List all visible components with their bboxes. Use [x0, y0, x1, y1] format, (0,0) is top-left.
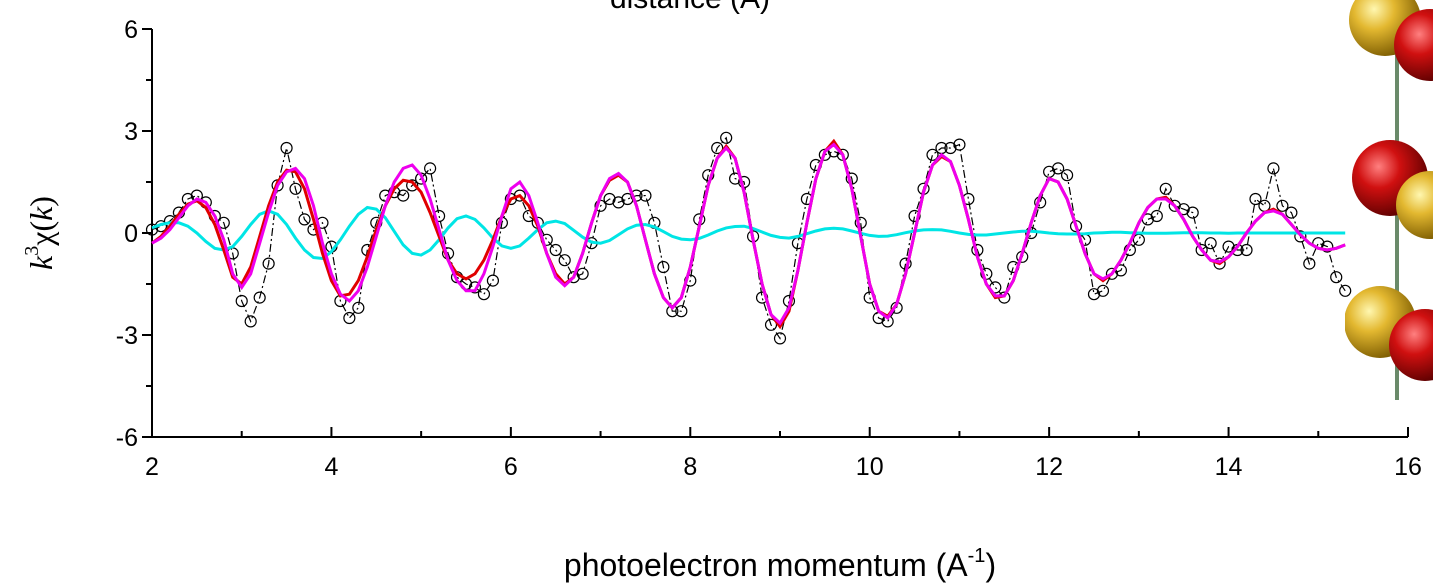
x-label-text: photoelectron momentum (A	[564, 547, 968, 583]
y-axis-label: k3χ(k)	[21, 196, 59, 270]
data-point	[280, 141, 293, 155]
data-point	[603, 192, 616, 206]
data-point	[486, 274, 500, 287]
data-point	[388, 186, 401, 199]
x-tick-label: 2	[145, 453, 159, 481]
x-tick-label: 8	[683, 453, 697, 481]
data-point	[944, 141, 957, 155]
data-point	[773, 332, 787, 345]
data-point	[1285, 206, 1298, 219]
data-point	[549, 243, 562, 257]
y-label-power: 3	[21, 246, 43, 256]
data-point	[298, 213, 311, 226]
data-point	[953, 138, 966, 151]
data-point	[558, 254, 571, 267]
data-point	[675, 305, 688, 318]
data-point	[1267, 162, 1280, 175]
y-tick-label: 0	[124, 220, 138, 248]
y-tick-label: -3	[116, 322, 138, 350]
data-point	[145, 223, 159, 236]
y-tick-label: 6	[124, 16, 138, 44]
data-point	[1222, 240, 1235, 253]
data-point	[1249, 192, 1262, 206]
data-point	[1339, 284, 1352, 297]
fit-line	[151, 142, 1346, 326]
y-tick-label: 3	[124, 118, 138, 146]
atom	[1394, 9, 1433, 81]
x-tick-label: 4	[324, 453, 338, 481]
data-point	[352, 301, 365, 314]
x-tick-label: 14	[1215, 453, 1243, 481]
data-point	[513, 189, 526, 202]
data-point	[1150, 209, 1163, 223]
data-point	[720, 131, 733, 144]
data-point	[253, 291, 266, 304]
data-point	[908, 209, 921, 223]
structure-image	[1344, 0, 1433, 400]
data-point	[1060, 169, 1074, 182]
data-point	[1087, 288, 1101, 301]
data-point	[612, 196, 625, 209]
data-point	[1096, 284, 1110, 297]
data-point	[1204, 237, 1217, 250]
data-point	[343, 311, 356, 325]
data-point	[926, 148, 939, 161]
plot-background	[0, 0, 1345, 585]
x-label-superscript: -1	[968, 545, 986, 567]
data-point	[1294, 230, 1307, 243]
x-tick-label: 6	[504, 453, 518, 481]
data-point	[1168, 199, 1181, 212]
x-tick-label: 16	[1394, 453, 1422, 481]
data-point	[1321, 240, 1334, 253]
x-label-suffix: )	[985, 547, 996, 583]
y-tick-label: -6	[116, 424, 138, 452]
y-label-arg: k	[23, 206, 59, 221]
y-label-close: )	[23, 196, 59, 207]
data-point	[639, 189, 652, 202]
data-point	[406, 179, 419, 192]
data-point	[1069, 220, 1083, 233]
y-label-chi: χ(	[23, 221, 59, 247]
y-label-k: k	[23, 255, 59, 270]
x-tick-label: 12	[1035, 453, 1063, 481]
data-point	[1303, 257, 1316, 270]
chart-title: distance (Å)	[610, 0, 770, 15]
data-point	[424, 162, 437, 175]
data-point	[468, 281, 482, 294]
data-point	[244, 315, 257, 328]
atom	[1396, 171, 1433, 239]
fit-line	[151, 205, 1346, 261]
data-point	[1159, 182, 1172, 195]
data-point	[1330, 271, 1343, 284]
data-point	[657, 260, 670, 274]
data-point	[567, 271, 580, 284]
data-point	[235, 294, 248, 308]
data-point	[397, 189, 410, 202]
data-point	[630, 189, 643, 202]
data-point	[1240, 243, 1253, 257]
data-point	[289, 182, 302, 195]
x-tick-label: 10	[856, 453, 884, 481]
atom	[1389, 309, 1433, 381]
data-point	[1105, 267, 1119, 280]
data-point	[1052, 162, 1065, 175]
data-point	[262, 257, 275, 270]
x-axis-label: photoelectron momentum (A-1)	[564, 545, 996, 583]
data-point	[854, 216, 867, 229]
data-point	[1186, 206, 1199, 219]
data-point	[764, 318, 778, 331]
data-point	[711, 141, 724, 155]
data-point	[576, 267, 589, 280]
data-point	[1276, 199, 1289, 212]
data-point	[1213, 257, 1226, 270]
data-point	[477, 288, 491, 301]
data-point	[1195, 243, 1208, 257]
data-point	[980, 267, 993, 280]
